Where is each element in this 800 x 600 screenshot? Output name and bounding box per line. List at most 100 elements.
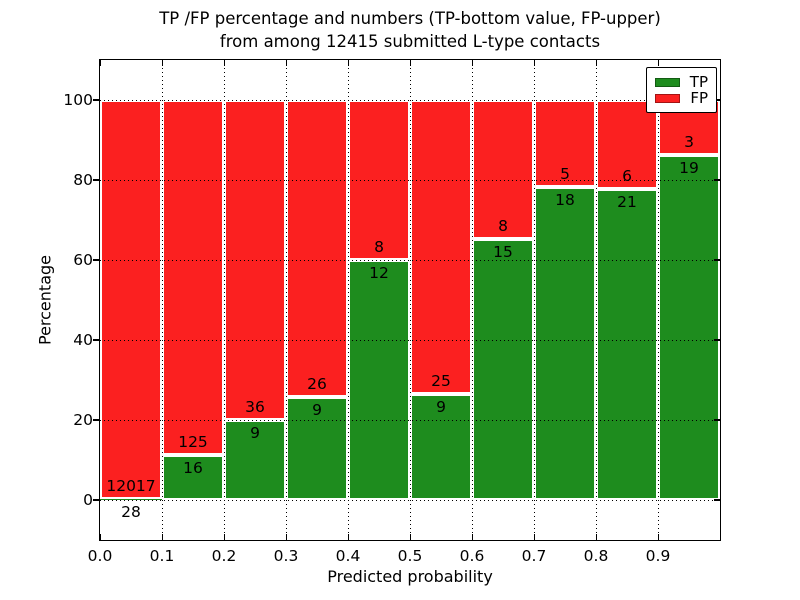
x-tick-bottom-4 <box>347 534 349 540</box>
bar-segment-tp-1 <box>162 454 224 500</box>
x-tick-bottom-5 <box>409 534 411 540</box>
bar-label-fp-7: 5 <box>560 164 570 183</box>
bar-segment-fp-3 <box>286 100 348 398</box>
chart-title-line2: from among 12415 submitted L-type contac… <box>219 32 601 51</box>
bar-segment-tp-3 <box>286 397 348 500</box>
bar-segment-fp-8 <box>596 100 658 189</box>
x-axis-label: Predicted probability <box>327 567 493 586</box>
x-tick-label-0: 0.0 <box>87 547 113 565</box>
legend-item-fp: FP <box>655 90 708 106</box>
grid-line-vertical-5 <box>410 60 411 540</box>
bar-segment-fp-5 <box>410 100 472 395</box>
x-tick-bottom-6 <box>471 534 473 540</box>
grid-line-vertical-2 <box>224 60 225 540</box>
grid-line-vertical-8 <box>596 60 597 540</box>
bar-label-tp-8: 21 <box>617 192 637 211</box>
bar-label-fp-5: 25 <box>431 372 451 391</box>
bar-label-fp-4: 8 <box>374 238 384 256</box>
y-tick-left-2 <box>93 339 99 341</box>
grid-line-horizontal-0 <box>100 500 720 501</box>
x-tick-top-0 <box>99 60 101 66</box>
x-tick-top-6 <box>471 60 473 66</box>
x-tick-top-8 <box>595 60 597 66</box>
bar-label-tp-9: 19 <box>679 158 699 177</box>
x-tick-bottom-7 <box>533 534 535 540</box>
y-tick-right-0 <box>714 499 720 501</box>
y-tick-right-5 <box>714 99 720 101</box>
bar-segment-tp-9 <box>658 154 720 500</box>
bar-label-tp-6: 15 <box>493 243 513 262</box>
grid-line-horizontal-4 <box>100 180 720 181</box>
grid-line-vertical-4 <box>348 60 349 540</box>
bar-segment-tp-2 <box>224 420 286 500</box>
y-tick-left-3 <box>93 259 99 261</box>
y-tick-label-4: 80 <box>73 171 93 189</box>
bar-label-fp-1: 125 <box>178 432 208 451</box>
x-tick-label-6: 0.6 <box>459 547 485 565</box>
bar-label-fp-6: 8 <box>498 217 508 236</box>
x-tick-label-7: 0.7 <box>521 547 547 565</box>
y-tick-left-4 <box>93 179 99 181</box>
y-tick-left-5 <box>93 99 99 101</box>
x-tick-label-3: 0.3 <box>273 547 299 565</box>
y-tick-right-1 <box>714 419 720 421</box>
x-tick-label-5: 0.5 <box>397 547 423 565</box>
bar-segment-tp-8 <box>596 188 658 500</box>
bar-label-tp-7: 18 <box>555 190 575 209</box>
bar-label-fp-3: 26 <box>307 375 327 394</box>
x-tick-label-4: 0.4 <box>335 547 361 565</box>
x-tick-top-9 <box>657 60 659 66</box>
legend: TP FP <box>646 67 717 113</box>
bar-segment-fp-1 <box>162 100 224 455</box>
y-tick-right-4 <box>714 179 720 181</box>
bar-label-tp-1: 16 <box>183 458 203 477</box>
x-tick-bottom-1 <box>161 534 163 540</box>
bar-segment-tp-7 <box>534 186 596 500</box>
y-tick-label-5: 100 <box>63 91 93 109</box>
bar-label-fp-2: 36 <box>245 398 265 416</box>
x-tick-top-4 <box>347 60 349 66</box>
y-tick-right-3 <box>714 259 720 261</box>
bar-label-fp-9: 3 <box>684 132 694 151</box>
bar-segment-fp-7 <box>534 100 596 187</box>
x-tick-top-3 <box>285 60 287 66</box>
grid-line-vertical-6 <box>472 60 473 540</box>
bar-label-tp-4: 12 <box>369 264 389 282</box>
x-tick-bottom-8 <box>595 534 597 540</box>
grid-line-vertical-1 <box>162 60 163 540</box>
y-tick-label-2: 40 <box>73 331 93 349</box>
x-tick-label-8: 0.8 <box>583 547 609 565</box>
grid-line-vertical-9 <box>658 60 659 540</box>
x-tick-top-7 <box>533 60 535 66</box>
y-tick-right-2 <box>714 339 720 341</box>
bar-label-tp-2: 9 <box>250 424 260 442</box>
x-tick-bottom-0 <box>99 534 101 540</box>
x-tick-bottom-2 <box>223 534 225 540</box>
bar-label-fp-0: 12017 <box>106 477 156 496</box>
legend-swatch-fp <box>655 93 681 103</box>
y-tick-left-0 <box>93 499 99 501</box>
bar-segment-tp-4 <box>348 260 410 500</box>
x-tick-top-5 <box>409 60 411 66</box>
legend-label-tp: TP <box>689 72 708 91</box>
bar-segment-tp-6 <box>472 239 534 500</box>
bar-segment-tp-5 <box>410 394 472 500</box>
grid-line-vertical-3 <box>286 60 287 540</box>
bar-segment-tp-0 <box>100 499 162 501</box>
x-tick-label-9: 0.9 <box>645 547 671 565</box>
x-tick-label-1: 0.1 <box>149 547 175 565</box>
y-tick-label-1: 20 <box>73 411 93 429</box>
legend-label-fp: FP <box>690 88 708 107</box>
bar-segment-fp-6 <box>472 100 534 240</box>
x-tick-bottom-9 <box>657 534 659 540</box>
x-tick-bottom-3 <box>285 534 287 540</box>
chart-title: TP /FP percentage and numbers (TP-bottom… <box>100 7 720 53</box>
y-tick-left-1 <box>93 419 99 421</box>
chart-title-line1: TP /FP percentage and numbers (TP-bottom… <box>159 9 661 28</box>
bar-label-tp-5: 9 <box>436 398 446 417</box>
bar-label-tp-3: 9 <box>312 401 322 420</box>
bar-segment-fp-0 <box>100 100 162 500</box>
grid-line-horizontal-2 <box>100 340 720 341</box>
grid-line-horizontal-5 <box>100 100 720 101</box>
